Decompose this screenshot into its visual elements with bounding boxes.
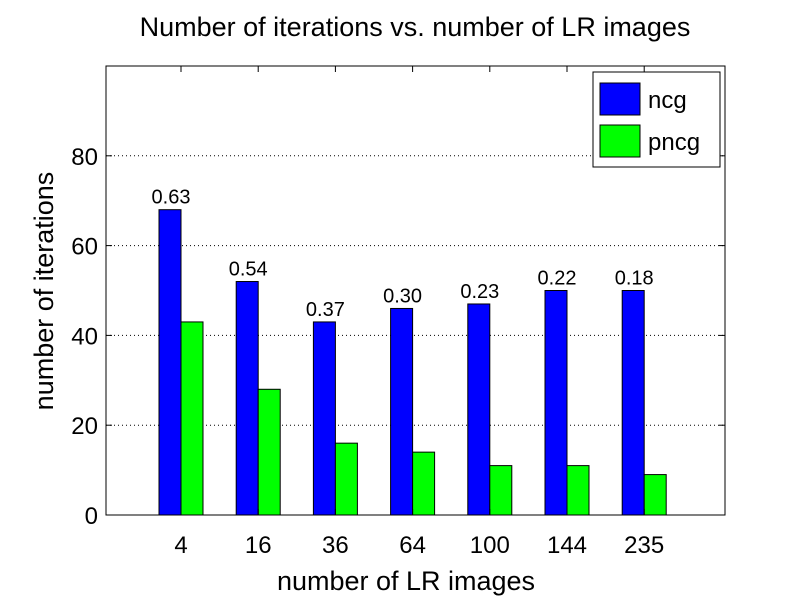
bar-pncg-235: [643, 474, 667, 516]
bar-ncg-4: [158, 209, 182, 516]
data-label: 0.54: [229, 259, 268, 281]
y-tick-label: 40: [71, 323, 98, 350]
legend: ncg pncg: [592, 71, 721, 168]
data-label: 0.30: [383, 285, 422, 307]
x-tick-label: 36: [322, 532, 349, 559]
x-tick-label: 4: [174, 532, 187, 559]
y-tick-label: 60: [71, 234, 98, 261]
data-label: 0.22: [538, 268, 577, 290]
data-labels: 0.63 0.54 0.37 0.30 0.23 0.22 0.18: [152, 187, 654, 321]
bar-pncg-100: [489, 465, 513, 516]
bar-ncg-36: [312, 321, 336, 516]
x-tick-label: 100: [470, 532, 510, 559]
legend-label-pncg: pncg: [648, 129, 700, 156]
x-axis-label: number of LR images: [277, 566, 535, 596]
plot-frame: [105, 65, 726, 516]
x-tick-label: 235: [624, 532, 664, 559]
y-tick-label: 20: [71, 413, 98, 440]
data-label: 0.23: [460, 281, 499, 303]
legend-label-ncg: ncg: [648, 87, 687, 114]
bar-ncg-16: [235, 281, 259, 516]
bar-ncg-235: [621, 290, 645, 516]
x-tick-label: 144: [547, 532, 587, 559]
axis-ticks: 0 20 40 60 80 4 16 36 64 100 144 235: [71, 66, 725, 559]
bar-ncg-100: [467, 303, 491, 516]
x-tick-label: 64: [399, 532, 426, 559]
data-label: 0.37: [306, 299, 345, 321]
legend-swatch-pncg: [599, 124, 641, 158]
bar-pncg-4: [180, 321, 204, 516]
legend-swatch-ncg: [599, 82, 641, 116]
bar-pncg-36: [334, 442, 358, 516]
chart-title: Number of iterations vs. number of LR im…: [140, 12, 691, 42]
bar-pncg-64: [412, 451, 436, 516]
bar-ncg-64: [390, 307, 414, 516]
data-label: 0.63: [152, 187, 191, 209]
bar-pncg-144: [566, 465, 590, 516]
y-tick-label: 80: [71, 144, 98, 171]
y-tick-label: 0: [85, 503, 98, 530]
data-label: 0.18: [615, 268, 654, 290]
y-axis-label: number of iterations: [29, 172, 59, 411]
x-tick-label: 16: [245, 532, 272, 559]
bar-ncg-144: [544, 290, 568, 516]
bar-pncg-16: [257, 388, 281, 516]
